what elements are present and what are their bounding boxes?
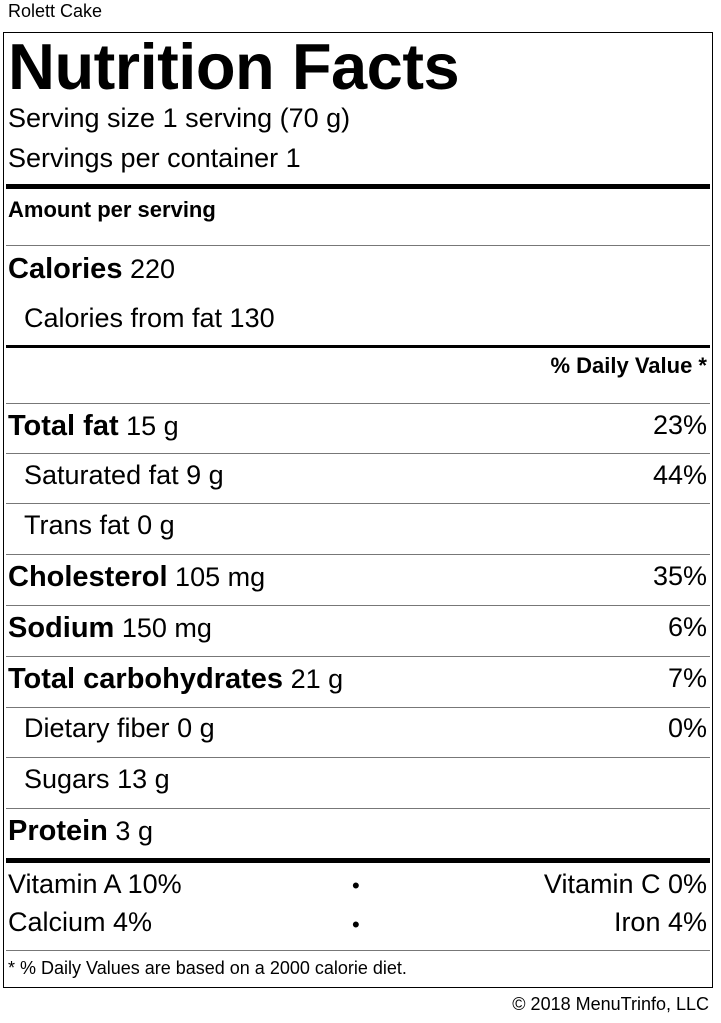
footnote: * % Daily Values are based on a 2000 cal… <box>8 958 407 978</box>
nutrient-row-total-fat: Total fat 15 g 23% <box>4 410 712 460</box>
label-title: Nutrition Facts <box>8 30 460 103</box>
calories-value: 220 <box>129 254 176 284</box>
nutrient-row-dietary-fiber: Dietary fiber 0 g 0% <box>4 713 712 763</box>
nutrient-row-total-carbohydrates: Total carbohydrates 21 g 7% <box>4 663 712 713</box>
calories-row: Calories 220 <box>8 253 175 286</box>
nutrient-amount: 3 g <box>115 816 153 846</box>
serving-size: Serving size 1 serving (70 g) <box>8 103 351 133</box>
thick-divider <box>6 184 710 189</box>
nutrient-amount: 150 mg <box>121 613 212 643</box>
nutrient-amount: 0 g <box>177 713 215 743</box>
nutrient-row-sodium: Sodium 150 mg 6% <box>4 612 712 662</box>
nutrient-name: Total carbohydrates <box>8 663 284 695</box>
nutrient-name: Saturated fat <box>24 460 179 490</box>
divider <box>6 707 710 708</box>
bullet-separator: • <box>352 912 360 937</box>
divider <box>6 503 710 504</box>
calcium: Calcium 4% <box>8 907 153 937</box>
nutrition-label: Nutrition Facts Serving size 1 serving (… <box>3 30 713 988</box>
copyright: © 2018 MenuTrinfo, LLC <box>512 994 709 1014</box>
calories-label: Calories <box>8 253 123 285</box>
nutrient-daily-value: 7% <box>667 663 707 693</box>
nutrient-row-saturated-fat: Saturated fat 9 g 44% <box>4 460 712 510</box>
divider <box>6 605 710 606</box>
nutrient-amount: 9 g <box>186 460 224 490</box>
divider <box>6 453 710 454</box>
nutrient-daily-value: 0% <box>667 713 707 743</box>
nutrient-amount: 105 mg <box>175 562 266 592</box>
divider <box>6 403 710 404</box>
daily-value-header: % Daily Value * <box>550 353 707 378</box>
nutrient-name: Trans fat <box>24 510 130 540</box>
nutrient-name: Cholesterol <box>8 561 168 593</box>
nutrient-daily-value: 35% <box>652 561 707 591</box>
divider <box>6 757 710 758</box>
nutrient-name: Protein <box>8 815 108 847</box>
vitamin-a: Vitamin A 10% <box>8 869 182 899</box>
divider <box>6 656 710 657</box>
servings-per-container: Servings per container 1 <box>8 143 301 173</box>
divider <box>6 554 710 555</box>
thick-divider <box>6 858 710 863</box>
amount-per-serving: Amount per serving <box>8 197 216 222</box>
nutrient-daily-value: 44% <box>652 460 707 490</box>
nutrient-amount: 21 g <box>290 664 344 694</box>
nutrient-name: Sugars <box>24 764 110 794</box>
nutrient-amount: 0 g <box>137 510 175 540</box>
divider <box>6 808 710 809</box>
divider <box>6 245 710 246</box>
nutrient-amount: 13 g <box>117 764 170 794</box>
nutrient-name: Total fat <box>8 410 119 442</box>
nutrient-amount: 15 g <box>126 411 179 441</box>
nutrient-row-sugars: Sugars 13 g <box>4 764 712 814</box>
medium-divider <box>6 345 710 348</box>
iron: Iron 4% <box>613 907 707 937</box>
nutrient-row-protein: Protein 3 g <box>4 815 712 865</box>
divider <box>6 950 710 951</box>
nutrient-row-trans-fat: Trans fat 0 g <box>4 510 712 560</box>
vitamin-c: Vitamin C 0% <box>543 869 707 899</box>
nutrient-name: Dietary fiber <box>24 713 170 743</box>
nutrient-row-cholesterol: Cholesterol 105 mg 35% <box>4 561 712 611</box>
bullet-separator: • <box>352 873 360 898</box>
calories-from-fat: Calories from fat 130 <box>24 303 275 333</box>
nutrient-name: Sodium <box>8 612 115 644</box>
product-name: Rolett Cake <box>8 1 103 21</box>
nutrient-daily-value: 23% <box>652 410 707 440</box>
nutrient-daily-value: 6% <box>667 612 707 642</box>
